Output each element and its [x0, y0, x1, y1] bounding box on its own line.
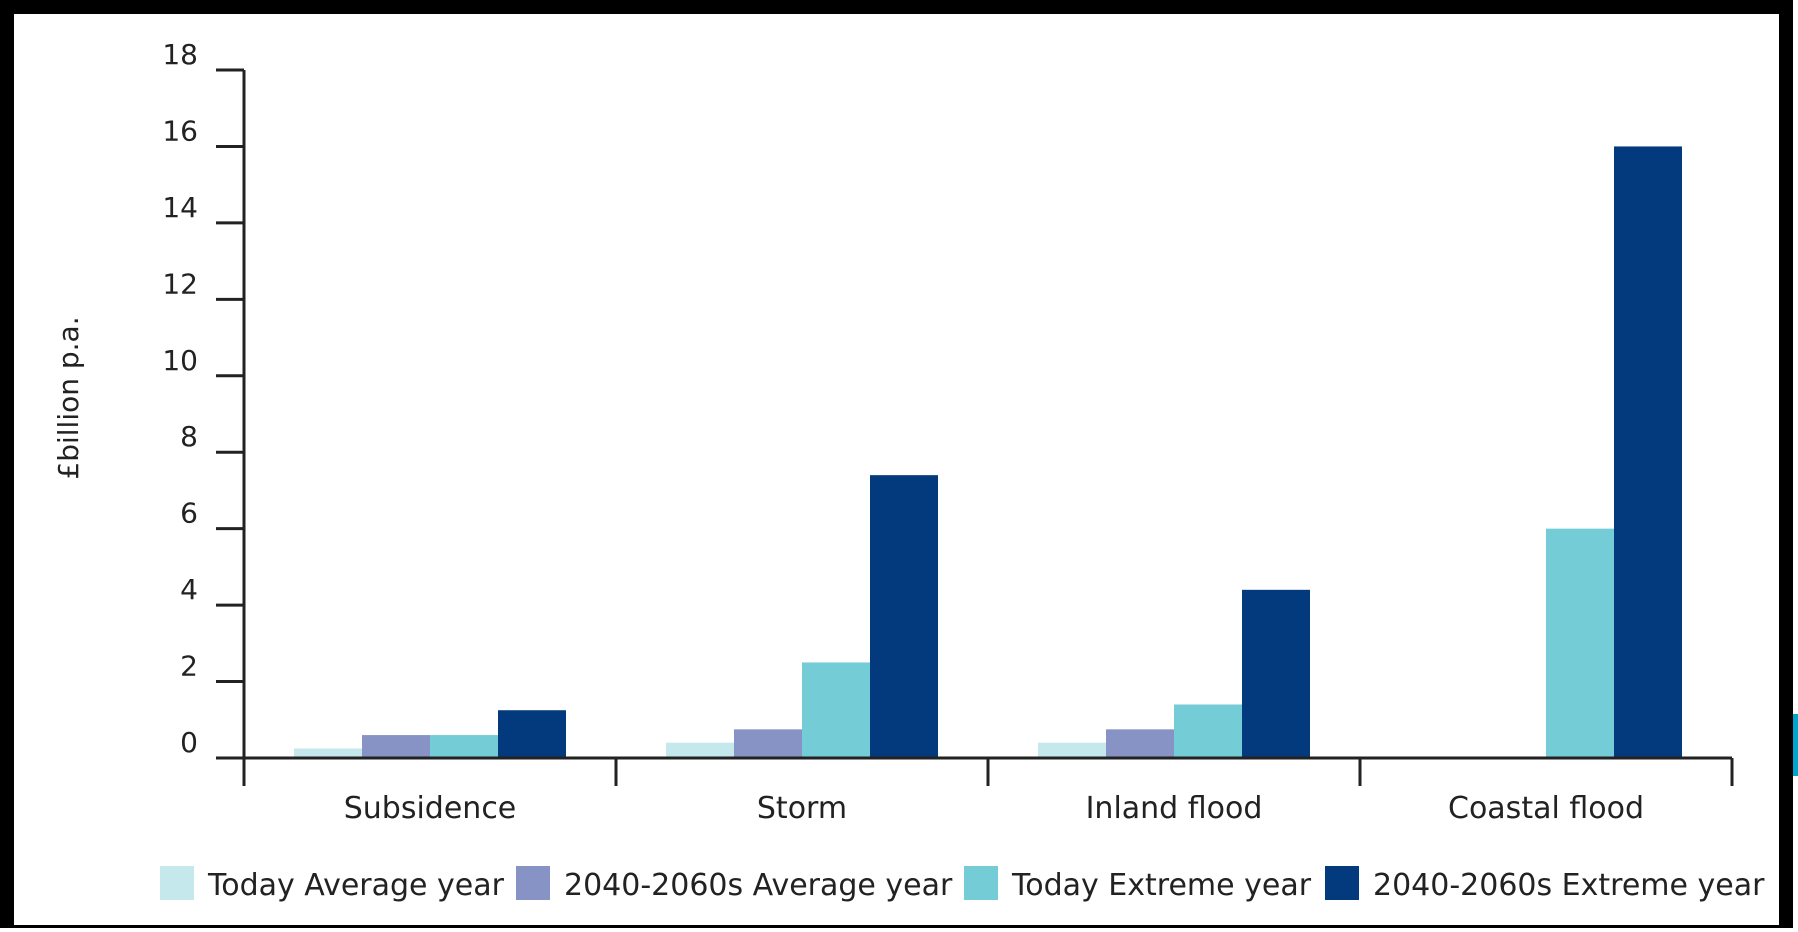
legend-swatch-0 — [160, 866, 194, 900]
x-tick-label: Subsidence — [344, 791, 517, 826]
legend-label-3: 2040-2060s Extreme year — [1373, 868, 1765, 903]
y-tick-label: 16 — [162, 114, 198, 147]
bar-0-0 — [294, 748, 362, 758]
y-tick-label: 12 — [162, 267, 198, 300]
axes — [242, 70, 1734, 786]
bar-1-0 — [666, 742, 734, 758]
y-axis-label: £billion p.a. — [52, 316, 85, 479]
y-axis-ticks: 0 2 4 6 8 10 12 14 16 18 — [162, 38, 244, 760]
bar-0-2 — [430, 735, 498, 758]
legend-swatch-2 — [964, 866, 998, 900]
x-tick-label: Inland flood — [1086, 791, 1263, 826]
bar-1-2 — [802, 662, 870, 758]
y-tick-label: 8 — [180, 420, 198, 453]
bar-2-1 — [1106, 729, 1174, 758]
legend-swatch-1 — [516, 866, 550, 900]
bar-3-3 — [1614, 146, 1682, 758]
bars — [294, 146, 1682, 758]
x-tick-label: Storm — [757, 791, 847, 826]
bar-2-3 — [1242, 589, 1310, 758]
legend-label-1: 2040-2060s Average year — [564, 868, 953, 903]
legend-label-2: Today Extreme year — [1011, 868, 1312, 903]
y-tick-label: 6 — [180, 497, 198, 530]
legend-swatch-3 — [1325, 866, 1359, 900]
bar-2-2 — [1174, 704, 1242, 758]
legend: Today Average year 2040-2060s Average yea… — [160, 866, 1765, 903]
bar-3-2 — [1546, 528, 1614, 758]
y-tick-label: 2 — [180, 650, 198, 683]
y-tick-label: 4 — [180, 573, 198, 606]
legend-label-0: Today Average year — [207, 868, 505, 903]
y-tick-label: 10 — [162, 344, 198, 377]
bar-0-1 — [362, 735, 430, 758]
y-tick-label: 14 — [162, 191, 198, 224]
x-axis-labels: Subsidence Storm Inland flood Coastal flood — [344, 791, 1644, 826]
y-tick-label: 0 — [180, 726, 198, 759]
bar-1-3 — [870, 475, 938, 758]
bar-1-1 — [734, 729, 802, 758]
bar-2-0 — [1038, 742, 1106, 758]
y-tick-label: 18 — [162, 38, 198, 71]
x-tick-label: Coastal flood — [1448, 791, 1644, 826]
bar-0-3 — [498, 710, 566, 758]
